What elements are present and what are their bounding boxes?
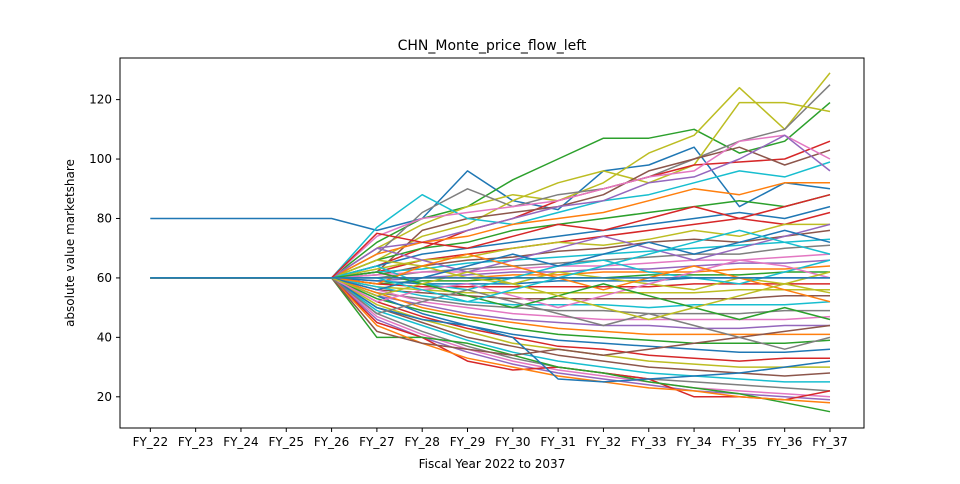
x-tick-label: FY_25	[269, 435, 305, 449]
x-tick-label: FY_24	[223, 435, 259, 449]
y-tick-label: 20	[97, 390, 112, 404]
y-axis-label: absolute value marketshare	[63, 159, 77, 327]
series-line-33	[150, 277, 831, 353]
chart-title: CHN_Monte_price_flow_left	[398, 38, 587, 54]
y-tick-label: 40	[97, 330, 112, 344]
y-tick-label: 120	[89, 93, 112, 107]
series-line-3	[150, 72, 831, 279]
series-line-10	[150, 134, 831, 279]
x-tick-label: FY_26	[314, 435, 350, 449]
series-line-9	[150, 134, 831, 279]
x-tick-label: FY_31	[540, 435, 576, 449]
x-tick-label: FY_32	[586, 435, 622, 449]
x-tick-label: FY_34	[676, 435, 712, 449]
series-line-4	[150, 84, 831, 279]
plot-frame	[119, 57, 865, 429]
x-tick-label: FY_29	[450, 435, 486, 449]
x-axis-label: Fiscal Year 2022 to 2037	[419, 457, 566, 471]
x-tick-label: FY_33	[631, 435, 667, 449]
series-line-1	[150, 146, 831, 232]
y-tick-label: 60	[97, 271, 112, 285]
y-tick-label: 80	[97, 211, 112, 225]
x-tick-label: FY_37	[812, 435, 848, 449]
x-tick-label: FY_30	[495, 435, 531, 449]
x-tick-label: FY_36	[767, 435, 803, 449]
x-tick-label: FY_22	[133, 435, 169, 449]
x-tick-label: FY_28	[404, 435, 440, 449]
y-tick-label: 100	[89, 152, 112, 166]
x-tick-label: FY_27	[359, 435, 395, 449]
x-tick-label: FY_23	[178, 435, 214, 449]
axes-layer: 20 40 60 80 100 120 FY_22 FY_23 FY_24 FY_25 FY_26 F…	[89, 57, 865, 449]
x-tick-label: FY_35	[722, 435, 758, 449]
series-layer	[150, 72, 831, 413]
